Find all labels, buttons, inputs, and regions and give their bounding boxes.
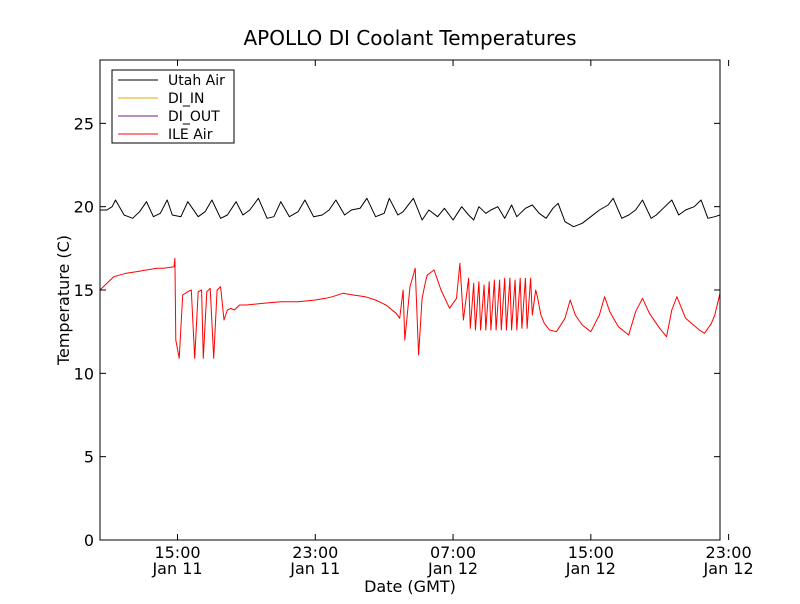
x-tick-date-label: Jan 12 (427, 559, 478, 578)
x-tick-date-label: Jan 11 (151, 559, 202, 578)
x-tick-time-label: 15:00 (568, 543, 614, 562)
legend: Utah Air DI_IN DI_OUT ILE Air (111, 69, 235, 144)
x-tick-date-label: Jan 11 (289, 559, 340, 578)
x-tick-date-label: Jan 12 (703, 559, 754, 578)
plot-area-frame (99, 59, 721, 541)
x-tick-date-label: Jan 12 (565, 559, 616, 578)
y-axis-label: Temperature (C) (54, 235, 73, 366)
legend-box (111, 69, 235, 144)
y-tick-label: 20 (74, 198, 94, 217)
legend-label-ile-air: ILE Air (168, 127, 213, 143)
y-tick-label: 0 (84, 531, 94, 550)
y-tick-label: 15 (74, 281, 94, 300)
x-tick-time-label: 15:00 (154, 543, 200, 562)
series-line-ile-air (100, 257, 720, 359)
series-layer (100, 197, 720, 359)
x-tick-time-label: 23:00 (706, 543, 752, 562)
x-axis-label: Date (GMT) (364, 577, 456, 596)
y-tick-label: 10 (74, 364, 94, 383)
legend-label-di-out: DI_OUT (168, 109, 220, 125)
y-axis: 0 5 10 15 20 25 (74, 114, 720, 550)
legend-label-di-in: DI_IN (168, 91, 205, 107)
series-line-utah-air (100, 197, 720, 228)
x-tick-time-label: 23:00 (292, 543, 338, 562)
chart-title: APOLLO DI Coolant Temperatures (243, 26, 576, 50)
y-tick-label: 5 (84, 448, 94, 467)
legend-label-utah-air: Utah Air (168, 73, 225, 89)
y-tick-label: 25 (74, 114, 94, 133)
x-tick-time-label: 07:00 (430, 543, 476, 562)
